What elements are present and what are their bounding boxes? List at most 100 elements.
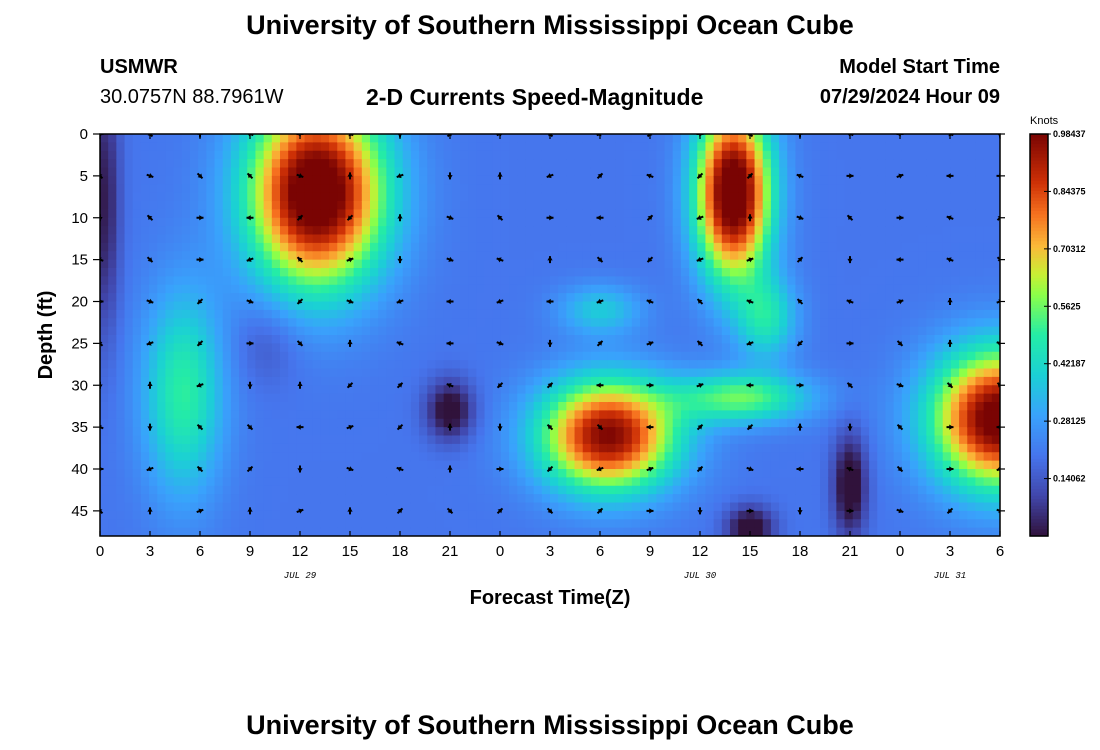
heatmap-cell bbox=[820, 452, 829, 462]
heatmap-cell bbox=[271, 242, 281, 252]
heatmap-cell bbox=[484, 510, 494, 520]
heatmap-cell bbox=[132, 259, 142, 269]
heatmap-cell bbox=[402, 443, 412, 453]
heatmap-cell bbox=[509, 309, 518, 319]
heatmap-cell bbox=[329, 309, 338, 319]
heatmap-cell bbox=[942, 226, 952, 236]
heatmap-cell bbox=[877, 217, 887, 227]
heatmap-cell bbox=[402, 242, 412, 252]
heatmap-cell bbox=[664, 376, 674, 386]
heatmap-cell bbox=[345, 309, 355, 319]
heatmap-cell bbox=[345, 293, 355, 303]
heatmap-cell bbox=[656, 460, 666, 470]
heatmap-cell bbox=[623, 242, 633, 252]
heatmap-cell bbox=[607, 201, 617, 210]
heatmap-cell bbox=[860, 134, 870, 143]
heatmap-cell bbox=[820, 259, 829, 269]
heatmap-cell bbox=[860, 335, 870, 344]
heatmap-cell bbox=[672, 217, 682, 227]
heatmap-cell bbox=[705, 510, 715, 520]
heatmap-cell bbox=[263, 192, 273, 202]
heatmap-cell bbox=[754, 276, 764, 286]
heatmap-cell bbox=[108, 527, 117, 536]
heatmap-cell bbox=[721, 184, 731, 194]
heatmap-cell bbox=[509, 259, 518, 269]
heatmap-cell bbox=[893, 510, 903, 520]
heatmap-cell bbox=[149, 192, 158, 202]
heatmap-cell bbox=[820, 201, 829, 210]
heatmap-cell bbox=[877, 418, 887, 428]
heatmap-cell bbox=[271, 393, 281, 403]
heatmap-cell bbox=[828, 460, 837, 470]
heatmap-cell bbox=[656, 519, 666, 529]
heatmap-cell bbox=[746, 460, 756, 470]
heatmap-cell bbox=[901, 494, 911, 504]
heatmap-cell bbox=[705, 184, 715, 194]
heatmap-cell bbox=[435, 460, 445, 470]
heatmap-cell bbox=[934, 201, 944, 210]
heatmap-cell bbox=[394, 527, 404, 536]
heatmap-cell bbox=[754, 510, 764, 520]
heatmap-cell bbox=[222, 502, 232, 512]
heatmap-cell bbox=[149, 234, 158, 244]
heatmap-cell bbox=[443, 309, 453, 319]
heatmap-cell bbox=[828, 167, 837, 177]
heatmap-cell bbox=[770, 309, 780, 319]
heatmap-cell bbox=[378, 427, 387, 437]
heatmap-cell bbox=[410, 443, 420, 453]
heatmap-cell bbox=[132, 368, 142, 378]
heatmap-cell bbox=[190, 242, 199, 252]
heatmap-cell bbox=[811, 443, 821, 453]
heatmap-cell bbox=[288, 435, 297, 445]
heatmap-cell bbox=[239, 217, 248, 227]
heatmap-cell bbox=[394, 259, 404, 269]
heatmap-cell bbox=[705, 326, 715, 336]
heatmap-cell bbox=[100, 343, 109, 353]
heatmap-cell bbox=[378, 335, 387, 344]
heatmap-cell bbox=[222, 150, 232, 160]
heatmap-cell bbox=[852, 251, 862, 261]
heatmap-cell bbox=[165, 351, 175, 361]
heatmap-cell bbox=[132, 142, 142, 152]
heatmap-cell bbox=[484, 309, 494, 319]
heatmap-cell bbox=[566, 427, 576, 437]
heatmap-cell bbox=[697, 385, 707, 395]
heatmap-cell bbox=[779, 309, 788, 319]
heatmap-cell bbox=[942, 443, 952, 453]
heatmap-cell bbox=[255, 485, 265, 495]
heatmap-cell bbox=[877, 293, 887, 303]
heatmap-cell bbox=[885, 142, 895, 152]
heatmap-cell bbox=[525, 385, 535, 395]
heatmap-cell bbox=[525, 217, 535, 227]
heatmap-cell bbox=[754, 452, 764, 462]
heatmap-cell bbox=[361, 175, 371, 185]
heatmap-cell bbox=[132, 385, 142, 395]
heatmap-cell bbox=[100, 167, 109, 177]
heatmap-cell bbox=[787, 343, 797, 353]
heatmap-cell bbox=[370, 494, 379, 504]
heatmap-cell bbox=[214, 469, 224, 478]
heatmap-cell bbox=[607, 192, 617, 202]
heatmap-cell bbox=[754, 435, 764, 445]
heatmap-cell bbox=[427, 251, 437, 261]
heatmap-cell bbox=[451, 477, 461, 487]
heatmap-cell bbox=[214, 443, 224, 453]
heatmap-cell bbox=[860, 184, 870, 194]
heatmap-cell bbox=[689, 134, 698, 143]
heatmap-cell bbox=[386, 192, 396, 202]
heatmap-cell bbox=[132, 435, 142, 445]
heatmap-cell bbox=[353, 410, 363, 420]
heatmap-cell bbox=[214, 184, 224, 194]
heatmap-cell bbox=[869, 343, 878, 353]
heatmap-cell bbox=[149, 343, 158, 353]
heatmap-cell bbox=[820, 502, 829, 512]
heatmap-cell bbox=[811, 159, 821, 169]
heatmap-cell bbox=[942, 259, 952, 269]
heatmap-cell bbox=[910, 460, 919, 470]
heatmap-cell bbox=[509, 301, 518, 311]
heatmap-cell bbox=[271, 159, 281, 169]
heatmap-cell bbox=[860, 226, 870, 236]
heatmap-cell bbox=[533, 159, 543, 169]
heatmap-cell bbox=[656, 268, 666, 277]
heatmap-cell bbox=[337, 343, 347, 353]
